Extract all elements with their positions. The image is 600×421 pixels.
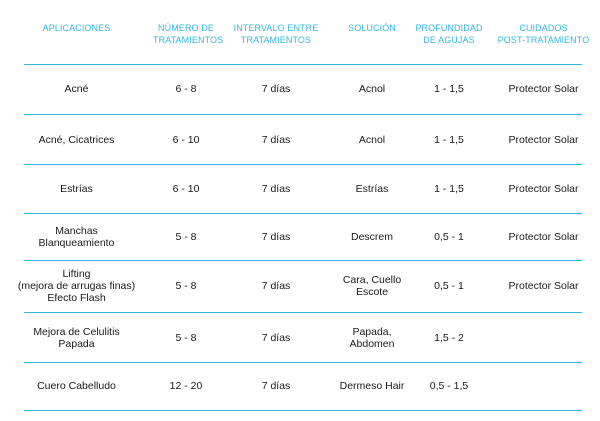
cell-numero: 6 - 8 bbox=[175, 83, 197, 95]
cell-numero: 6 - 10 bbox=[172, 133, 200, 146]
divider bbox=[24, 114, 582, 115]
cell-aplicacion: Mejora de Celulitis Papada bbox=[33, 326, 120, 350]
cell-cuidados: Protector Solar bbox=[508, 133, 579, 146]
table-row: Estrías 6 - 10 7 días Estrías 1 - 1,5 Pr… bbox=[0, 166, 600, 212]
cell-aplicacion: Estrías bbox=[60, 183, 93, 195]
divider bbox=[24, 260, 582, 261]
cell-solucion: Papada, Abdomen bbox=[349, 326, 395, 350]
cell-numero: 5 - 8 bbox=[175, 280, 197, 292]
cell-profundidad: 1 - 1,5 bbox=[434, 183, 464, 195]
cell-intervalo: 7 días bbox=[261, 380, 291, 392]
cell-numero: 6 - 10 bbox=[172, 183, 200, 195]
divider bbox=[24, 312, 582, 313]
cell-profundidad: 1 - 1,5 bbox=[434, 83, 464, 95]
cell-cuidados: Protector Solar bbox=[508, 280, 579, 292]
table-row: Mejora de Celulitis Papada 5 - 8 7 días … bbox=[0, 314, 600, 362]
divider bbox=[24, 410, 582, 411]
table-row: Acné, Cicatrices 6 - 10 7 días Acnol 1 -… bbox=[0, 116, 600, 163]
cell-solucion: Estrías bbox=[355, 183, 389, 195]
cell-intervalo: 7 días bbox=[261, 280, 291, 292]
cell-solucion: Cara, Cuello Escote bbox=[342, 274, 402, 298]
cell-intervalo: 7 días bbox=[261, 183, 291, 195]
cell-aplicacion: Acné bbox=[64, 83, 89, 95]
cell-numero: 12 - 20 bbox=[169, 380, 203, 392]
cell-intervalo: 7 días bbox=[261, 231, 291, 243]
table-row: Lifting (mejora de arrugas finas) Efecto… bbox=[0, 262, 600, 310]
cell-solucion: Acnol bbox=[358, 83, 386, 95]
cell-aplicacion: Lifting (mejora de arrugas finas) Efecto… bbox=[17, 268, 136, 304]
cell-aplicacion: Cuero Cabelludo bbox=[37, 380, 116, 392]
cell-cuidados: Protector Solar bbox=[508, 231, 579, 243]
header-profundidad: PROFUNDIDAD DE AGUJAS bbox=[415, 23, 483, 45]
cell-profundidad: 0,5 - 1 bbox=[434, 280, 464, 292]
table-row: Manchas Blanqueamiento 5 - 8 7 días Desc… bbox=[0, 215, 600, 259]
table-header: APLICACIONES NÚMERO DE TRATAMIENTOS INTE… bbox=[0, 0, 600, 62]
table-row: Acné 6 - 8 7 días Acnol 1 - 1,5 Protecto… bbox=[0, 66, 600, 112]
divider bbox=[24, 362, 582, 363]
cell-cuidados: Protector Solar bbox=[508, 83, 579, 95]
cell-profundidad: 0,5 - 1,5 bbox=[429, 380, 469, 392]
cell-aplicacion: Acné, Cicatrices bbox=[38, 133, 115, 146]
cell-intervalo: 7 días bbox=[261, 133, 291, 146]
divider bbox=[24, 64, 582, 65]
table-row: Cuero Cabelludo 12 - 20 7 días Dermeso H… bbox=[0, 364, 600, 408]
header-solucion: SOLUCIÓN bbox=[348, 23, 396, 33]
cell-aplicacion: Manchas Blanqueamiento bbox=[38, 225, 115, 249]
header-aplicaciones: APLICACIONES bbox=[42, 23, 111, 33]
cell-solucion: Dermeso Hair bbox=[339, 380, 405, 392]
cell-profundidad: 0,5 - 1 bbox=[434, 231, 464, 243]
divider bbox=[24, 213, 582, 214]
divider bbox=[24, 164, 582, 165]
cell-profundidad: 1 - 1,5 bbox=[434, 133, 464, 146]
header-numero-tratamientos: NÚMERO DE TRATAMIENTOS bbox=[153, 23, 224, 45]
cell-solucion: Descrem bbox=[350, 231, 393, 243]
cell-intervalo: 7 días bbox=[261, 83, 291, 95]
cell-intervalo: 7 días bbox=[261, 332, 291, 344]
cell-profundidad: 1,5 - 2 bbox=[434, 332, 464, 344]
cell-numero: 5 - 8 bbox=[175, 332, 197, 344]
cell-numero: 5 - 8 bbox=[175, 231, 197, 243]
cell-solucion: Acnol bbox=[358, 133, 386, 146]
cell-cuidados: Protector Solar bbox=[508, 183, 579, 195]
header-intervalo: INTERVALO ENTRE TRATAMIENTOS bbox=[233, 23, 319, 45]
header-cuidados: CUIDADOS POST-TRATAMIENTO bbox=[497, 23, 590, 45]
